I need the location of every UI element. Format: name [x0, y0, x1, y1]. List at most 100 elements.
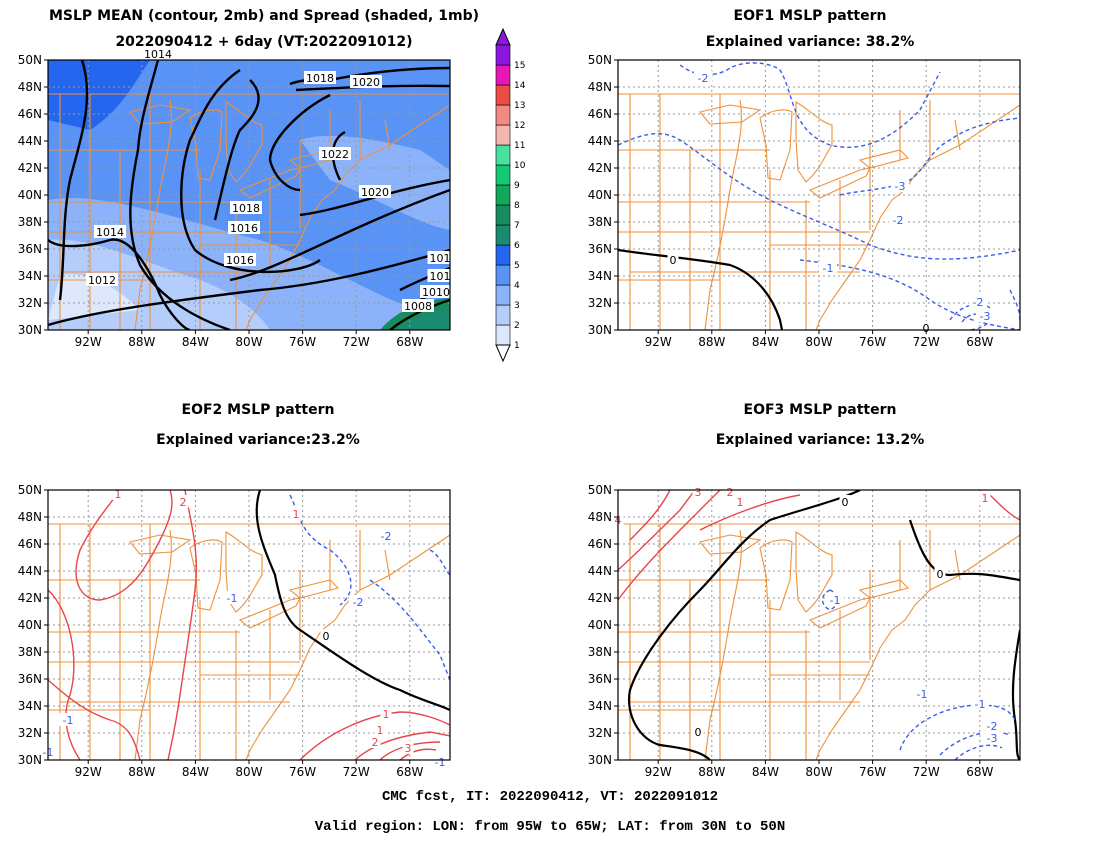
eof-contour-label: 1 — [293, 508, 300, 521]
border-line — [129, 534, 192, 555]
border-line — [245, 104, 451, 331]
eof-isoline-zero — [627, 490, 861, 760]
contour-label-box — [724, 485, 736, 498]
eof-isoline-neg — [369, 579, 450, 681]
lon-tick-label: 88W — [128, 765, 155, 779]
eof-contour-label: -3 — [980, 310, 991, 323]
lon-tick-label: 84W — [182, 335, 209, 349]
colorbar-swatch — [495, 284, 511, 306]
lat-tick-label: 46N — [18, 537, 42, 551]
mslp-isobar — [180, 69, 321, 274]
colorbar-tick-label: 14 — [514, 81, 526, 91]
colorbar-tick-label: 4 — [514, 281, 520, 291]
lat-tick-label: 50N — [588, 483, 612, 497]
lon-tick-label: 72W — [913, 335, 940, 349]
border-line — [699, 534, 762, 555]
eof-contour-label: 1 — [737, 496, 744, 509]
contour-label-box — [891, 179, 909, 192]
spread-level-5 — [48, 60, 150, 130]
contour-label-box — [228, 221, 260, 234]
eof1-subtitle: Explained variance: 38.2% — [705, 34, 915, 50]
mslp-isobar — [213, 79, 260, 221]
lat-tick-label: 48N — [588, 510, 612, 524]
colorbar-tick-label: 12 — [514, 121, 525, 131]
lon-tick-label: 88W — [698, 335, 725, 349]
contour-label-box — [983, 719, 1001, 732]
lon-tick-label: 92W — [645, 765, 672, 779]
contour-label-box — [290, 507, 302, 520]
eof3-title: EOF3 MSLP pattern — [743, 402, 897, 418]
contour-label-box — [402, 299, 434, 312]
eof-isoline-pos — [399, 748, 437, 760]
contour-label-box — [142, 50, 174, 60]
lat-tick-label: 34N — [588, 699, 612, 713]
lat-tick-label: 42N — [18, 161, 42, 175]
eof-isoline-zero — [618, 248, 784, 330]
eof-contour-label: -1 — [830, 594, 841, 607]
eof-contour-label: 1 — [982, 492, 989, 505]
contour-label-box — [431, 755, 449, 768]
eof-isoline-zero — [1011, 629, 1020, 760]
eof-isoline-pos — [75, 490, 173, 601]
lat-tick-label: 34N — [18, 699, 42, 713]
contour-label-box — [94, 225, 126, 238]
lat-tick-label: 32N — [18, 296, 42, 310]
colorbar-swatch — [495, 304, 511, 326]
contour-label-box — [983, 731, 1001, 744]
colorbar-tick-label: 5 — [514, 261, 520, 271]
eof-isoline-zero — [908, 519, 1020, 582]
lat-tick-label: 38N — [18, 215, 42, 229]
contour-label-box — [819, 261, 837, 274]
mslp-isobar — [129, 60, 231, 330]
eof-contour-label: 0 — [670, 254, 677, 267]
mslp-contour-label: 1020 — [361, 186, 389, 199]
lat-tick-label: 42N — [18, 591, 42, 605]
lat-tick-label: 34N — [18, 269, 42, 283]
map-frame — [617, 489, 1021, 761]
colorbar-swatch — [495, 104, 511, 126]
contour-label-box — [377, 529, 395, 542]
eof-contour-label: -2 — [973, 296, 984, 309]
eof-isoline-pos — [48, 589, 81, 760]
lat-tick-label: 36N — [588, 672, 612, 686]
lat-tick-label: 36N — [18, 672, 42, 686]
lat-tick-label: 40N — [588, 188, 612, 202]
mslp-contour-label: 1012 — [88, 274, 116, 287]
mslp-isobar — [299, 178, 450, 217]
mslp-contours — [48, 60, 450, 330]
lat-tick-label: 32N — [588, 726, 612, 740]
colorbar-tick-label: 8 — [514, 201, 520, 211]
contour-label-box — [692, 485, 704, 498]
lat-tick-label: 42N — [588, 161, 612, 175]
lat-tick-label: 44N — [18, 134, 42, 148]
eof-isoline-neg — [618, 133, 1020, 260]
mslp-contour-label: 1016 — [226, 254, 254, 267]
eof-isoline-pos — [167, 490, 198, 760]
contour-label-box — [402, 741, 414, 754]
lat-tick-label: 40N — [18, 188, 42, 202]
eof-contour-label: 3 — [405, 742, 412, 755]
spread-level-1 — [48, 274, 140, 320]
contour-label-box — [734, 495, 746, 508]
lon-tick-label: 92W — [645, 335, 672, 349]
border-line — [129, 104, 192, 125]
mean-spread-map: 1014 1018 1020 1022 1020 1016 1014 1018 1016 1012… — [18, 50, 453, 349]
mslp-contour-label: 1018 — [232, 202, 260, 215]
lat-tick-label: 30N — [588, 323, 612, 337]
contour-label-box — [969, 295, 987, 308]
border-line — [795, 531, 833, 613]
graticule — [618, 60, 1020, 330]
colorbar-swatch — [495, 184, 511, 206]
eof-contour-label: -1 — [227, 592, 238, 605]
border-line — [238, 167, 301, 199]
contour-label-box — [369, 735, 381, 748]
lon-tick-label: 76W — [859, 765, 886, 779]
eof-contour-label: -1 — [917, 688, 928, 701]
eof-isoline-neg — [679, 62, 941, 148]
border-line — [759, 109, 793, 181]
colorbar-swatch — [495, 64, 511, 86]
contour-label-box — [177, 495, 189, 508]
lon-tick-label: 72W — [343, 765, 370, 779]
lat-tick-label: 46N — [588, 107, 612, 121]
